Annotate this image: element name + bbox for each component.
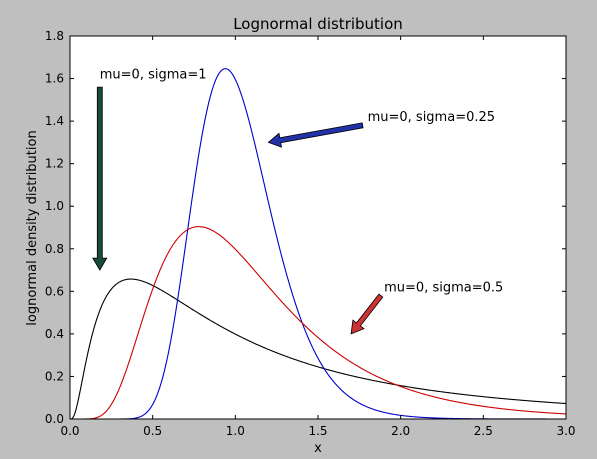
x-axis-label: x — [314, 441, 322, 456]
annotations-layer: mu=0, sigma=1 mu=0, sigma=0.25 mu=0, sigma… — [92, 68, 503, 335]
x-tick-label: 2.0 — [391, 424, 410, 438]
y-tick-label: 1.6 — [45, 72, 64, 86]
y-tick-label: 1.8 — [45, 29, 64, 43]
y-tick-label: 0.6 — [45, 284, 64, 298]
annotation-label: mu=0, sigma=1 — [100, 68, 207, 83]
x-tick-label: 0.5 — [143, 424, 162, 438]
x-tick-label: 1.0 — [226, 424, 245, 438]
annotation-arrow — [92, 86, 108, 271]
ticks-layer: 0.0 0.5 1.0 1.5 2.0 2.5 3.0 0.0 0.2 0.4 0.6 0.8 1.0 1… — [45, 29, 576, 438]
annotation-arrow — [350, 293, 384, 335]
x-tick-label: 3.0 — [556, 424, 575, 438]
y-tick-label: 1.0 — [45, 199, 64, 213]
y-tick-label: 0.4 — [45, 327, 64, 341]
annotation-label: mu=0, sigma=0.25 — [368, 110, 495, 125]
series-line-sigma-0_5 — [70, 226, 567, 420]
plot-area — [70, 36, 566, 419]
y-axis-label: lognormal density distribution — [25, 130, 40, 325]
y-tick-label: 0.2 — [45, 369, 64, 383]
y-tick-label: 1.2 — [45, 157, 64, 171]
chart-title: Lognormal distribution — [233, 15, 403, 33]
x-tick-label: 1.5 — [308, 424, 327, 438]
y-tick-label: 0.0 — [45, 412, 64, 426]
y-tick-label: 1.4 — [45, 114, 64, 128]
x-tick-label: 0.0 — [60, 424, 79, 438]
annotation-label: mu=0, sigma=0.5 — [384, 280, 503, 295]
y-tick-label: 0.8 — [45, 242, 64, 256]
x-tick-label: 2.5 — [474, 424, 493, 438]
series-line-sigma-1 — [69, 278, 567, 420]
annotation-arrow — [267, 122, 364, 148]
